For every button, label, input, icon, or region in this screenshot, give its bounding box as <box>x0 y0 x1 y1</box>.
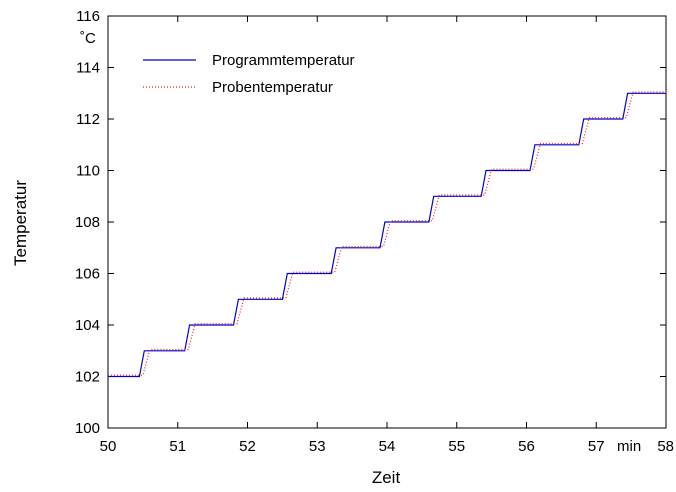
y-axis-label: Temperatur <box>11 180 30 266</box>
x-tick-label: 53 <box>309 438 326 455</box>
x-tick-label: 50 <box>100 438 117 455</box>
series-line-probentemperatur <box>108 91 666 376</box>
y-tick-label: 110 <box>76 163 100 180</box>
x-tick-label: 55 <box>448 438 465 455</box>
x-tick-label: 56 <box>518 438 535 455</box>
y-tick-label: 104 <box>75 317 100 334</box>
legend-label-probentemperatur: Probentemperatur <box>212 79 333 96</box>
series-lines <box>108 91 666 378</box>
x-axis-unit: min <box>617 438 641 455</box>
axis-ticks <box>107 15 667 429</box>
x-axis-label: Zeit <box>372 468 401 487</box>
y-tick-labels: 100 102 104 106 108 110 112 114 116 <box>75 8 100 437</box>
x-tick-label: 54 <box>379 438 396 455</box>
x-tick-label: 51 <box>169 438 186 455</box>
x-tick-labels: 50 51 52 53 54 55 56 57 58 <box>100 438 674 455</box>
y-tick-label: 116 <box>76 8 100 25</box>
legend: Programmtemperatur Probentemperatur <box>143 52 355 96</box>
y-tick-label: 100 <box>75 420 100 437</box>
x-tick-label: 58 <box>657 438 674 455</box>
y-tick-label: 108 <box>75 214 100 231</box>
y-tick-label: 102 <box>75 369 100 386</box>
x-tick-label: 57 <box>588 438 605 455</box>
y-tick-label: 106 <box>75 266 100 283</box>
legend-label-programmtemperatur: Programmtemperatur <box>212 52 355 69</box>
x-tick-label: 52 <box>239 438 256 455</box>
y-axis-unit: ˚C <box>80 30 96 47</box>
series-line-programmtemperatur <box>108 92 666 378</box>
y-tick-label: 112 <box>76 111 100 128</box>
y-tick-label: 114 <box>76 60 100 77</box>
